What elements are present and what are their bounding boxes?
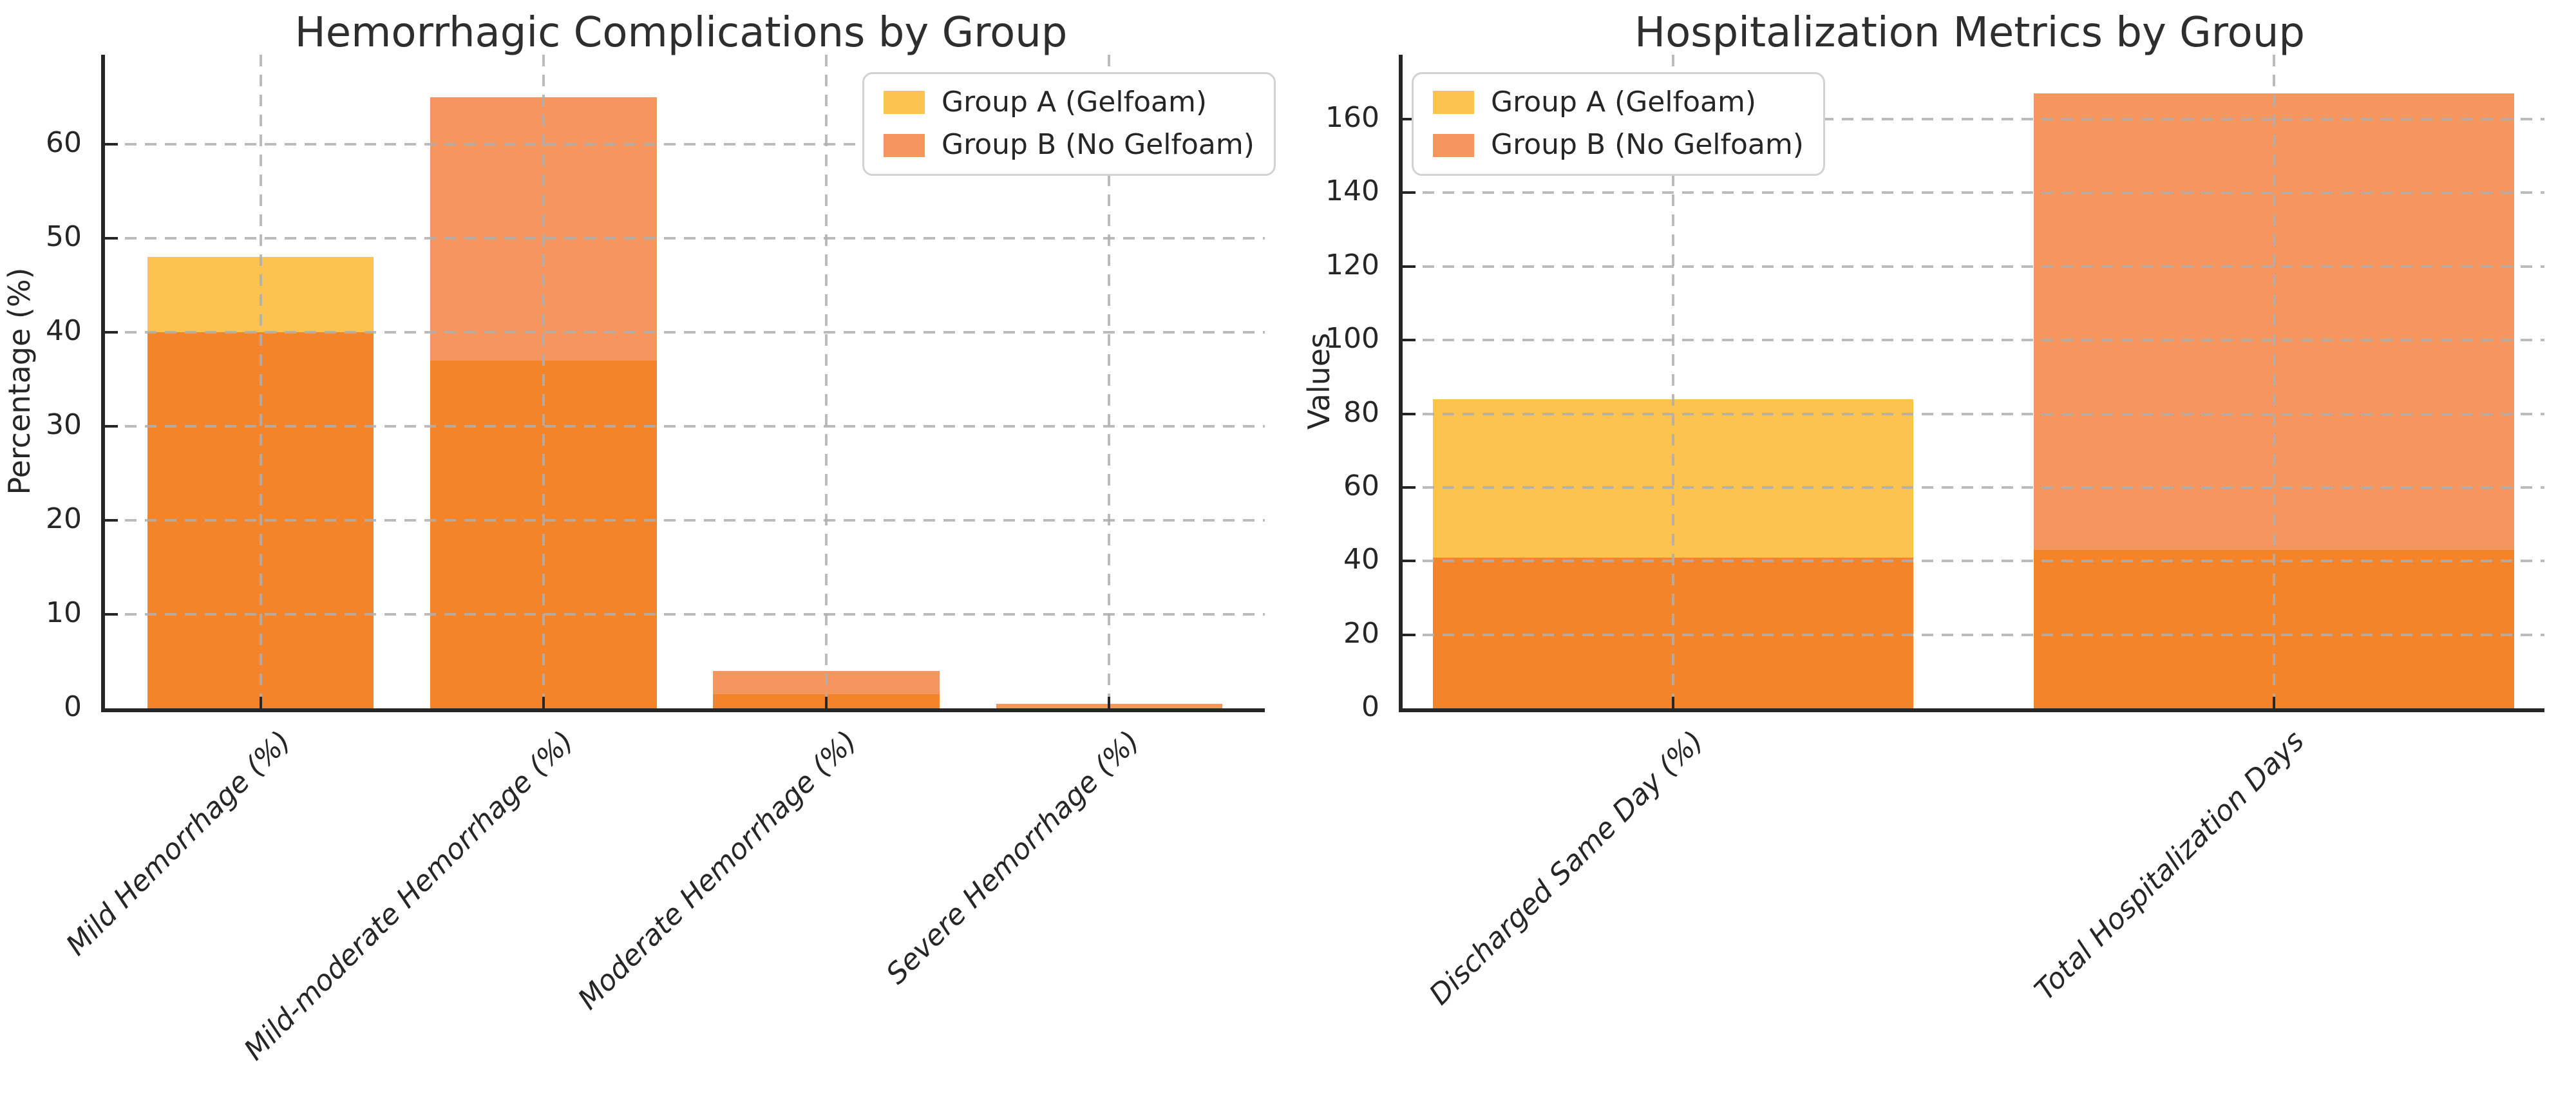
gridline-y-20	[1403, 633, 2544, 636]
gridline-y-30	[105, 424, 1265, 428]
y-tick-label-140: 140	[1325, 175, 1379, 208]
y-tick-label-60: 60	[46, 126, 82, 159]
y-tick-label-40: 40	[1343, 543, 1379, 576]
y-tick-label-120: 120	[1325, 248, 1379, 281]
gridline-y-50	[105, 236, 1265, 240]
legend-label-group-b: Group B (No Gelfoam)	[1491, 128, 1804, 162]
y-tick-label-20: 20	[1343, 616, 1379, 650]
y-tick-label-160: 160	[1325, 101, 1379, 135]
x-tick-mark-3	[1108, 697, 1111, 708]
x-tick-label-3: Severe Hemorrhage (%)	[880, 724, 1146, 991]
right-legend: Group A (Gelfoam) Group B (No Gelfoam)	[1412, 72, 1825, 176]
left-plot-area	[101, 55, 1265, 712]
right-plot-area	[1399, 55, 2544, 712]
gridline-y-40	[105, 330, 1265, 334]
gridline-y-20	[105, 518, 1265, 522]
y-tick-mark-10	[105, 612, 118, 616]
right-chart-title: Hospitalization Metrics by Group	[1634, 9, 2305, 57]
y-tick-label-80: 80	[1343, 395, 1379, 429]
gridline-y-160	[1403, 118, 2544, 121]
left-legend: Group A (Gelfoam) Group B (No Gelfoam)	[862, 72, 1276, 176]
gridline-y-60	[105, 142, 1265, 146]
y-tick-label-10: 10	[46, 596, 82, 629]
x-tick-mark-0	[259, 697, 262, 708]
gridline-vertical-1	[2273, 55, 2276, 708]
y-tick-label-0: 0	[64, 690, 82, 723]
gridline-vertical-0	[259, 55, 262, 708]
x-tick-mark-0	[1671, 697, 1674, 708]
y-tick-label-50: 50	[46, 220, 82, 253]
y-tick-label-0: 0	[1361, 690, 1379, 723]
y-tick-mark-40	[1403, 560, 1416, 563]
y-tick-label-40: 40	[46, 314, 82, 347]
y-tick-mark-20	[1403, 633, 1416, 636]
gridline-y-120	[1403, 265, 2544, 268]
y-tick-mark-30	[105, 424, 118, 428]
y-tick-mark-50	[105, 236, 118, 240]
gridline-vertical-3	[1108, 55, 1111, 708]
gridline-y-100	[1403, 339, 2544, 342]
legend-label-group-a: Group A (Gelfoam)	[942, 86, 1207, 118]
y-tick-mark-100	[1403, 339, 1416, 342]
y-tick-mark-60	[105, 142, 118, 146]
y-tick-mark-140	[1403, 191, 1416, 194]
gridline-vertical-2	[825, 55, 828, 708]
y-tick-label-60: 60	[1343, 469, 1379, 502]
legend-label-group-a: Group A (Gelfoam)	[1491, 86, 1756, 118]
x-tick-label-0: Mild Hemorrhage (%)	[60, 724, 298, 962]
group-a-swatch	[1433, 91, 1474, 115]
y-tick-label-30: 30	[46, 408, 82, 441]
y-tick-label-20: 20	[46, 502, 82, 535]
left-y-axis-label: Percentage (%)	[2, 267, 37, 495]
y-tick-mark-160	[1403, 118, 1416, 121]
y-tick-mark-80	[1403, 412, 1416, 415]
x-tick-label-1: Total Hospitalization Days	[2029, 724, 2311, 1007]
gridline-y-10	[105, 612, 1265, 616]
y-tick-mark-120	[1403, 265, 1416, 268]
legend-item-group-b: Group B (No Gelfoam)	[1433, 129, 1804, 160]
gridline-y-140	[1403, 191, 2544, 194]
gridline-y-60	[1403, 486, 2544, 489]
y-tick-mark-20	[105, 518, 118, 522]
legend-label-group-b: Group B (No Gelfoam)	[942, 128, 1255, 162]
x-tick-label-1: Mild-moderate Hemorrhage (%)	[238, 724, 581, 1067]
x-tick-mark-1	[2273, 697, 2276, 708]
legend-item-group-b: Group B (No Gelfoam)	[884, 129, 1255, 160]
group-b-swatch	[1433, 133, 1474, 157]
x-tick-label-0: Discharged Same Day (%)	[1423, 724, 1710, 1012]
x-tick-label-2: Moderate Hemorrhage (%)	[571, 724, 864, 1016]
y-tick-mark-60	[1403, 486, 1416, 489]
x-tick-mark-2	[825, 697, 828, 708]
gridline-vertical-1	[542, 55, 545, 708]
legend-item-group-a: Group A (Gelfoam)	[1433, 86, 1804, 118]
legend-item-group-a: Group A (Gelfoam)	[884, 86, 1255, 118]
gridline-vertical-0	[1671, 55, 1674, 708]
x-tick-mark-1	[542, 697, 545, 708]
group-b-swatch	[884, 133, 925, 157]
left-chart-title: Hemorrhagic Complications by Group	[294, 9, 1068, 57]
y-tick-mark-40	[105, 330, 118, 334]
gridline-y-80	[1403, 412, 2544, 415]
group-a-swatch	[884, 91, 925, 115]
gridline-y-40	[1403, 560, 2544, 563]
y-tick-label-100: 100	[1325, 322, 1379, 355]
